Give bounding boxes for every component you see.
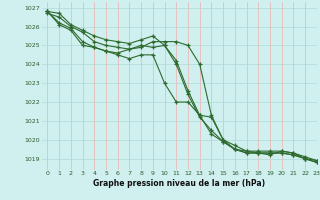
X-axis label: Graphe pression niveau de la mer (hPa): Graphe pression niveau de la mer (hPa) bbox=[93, 179, 265, 188]
